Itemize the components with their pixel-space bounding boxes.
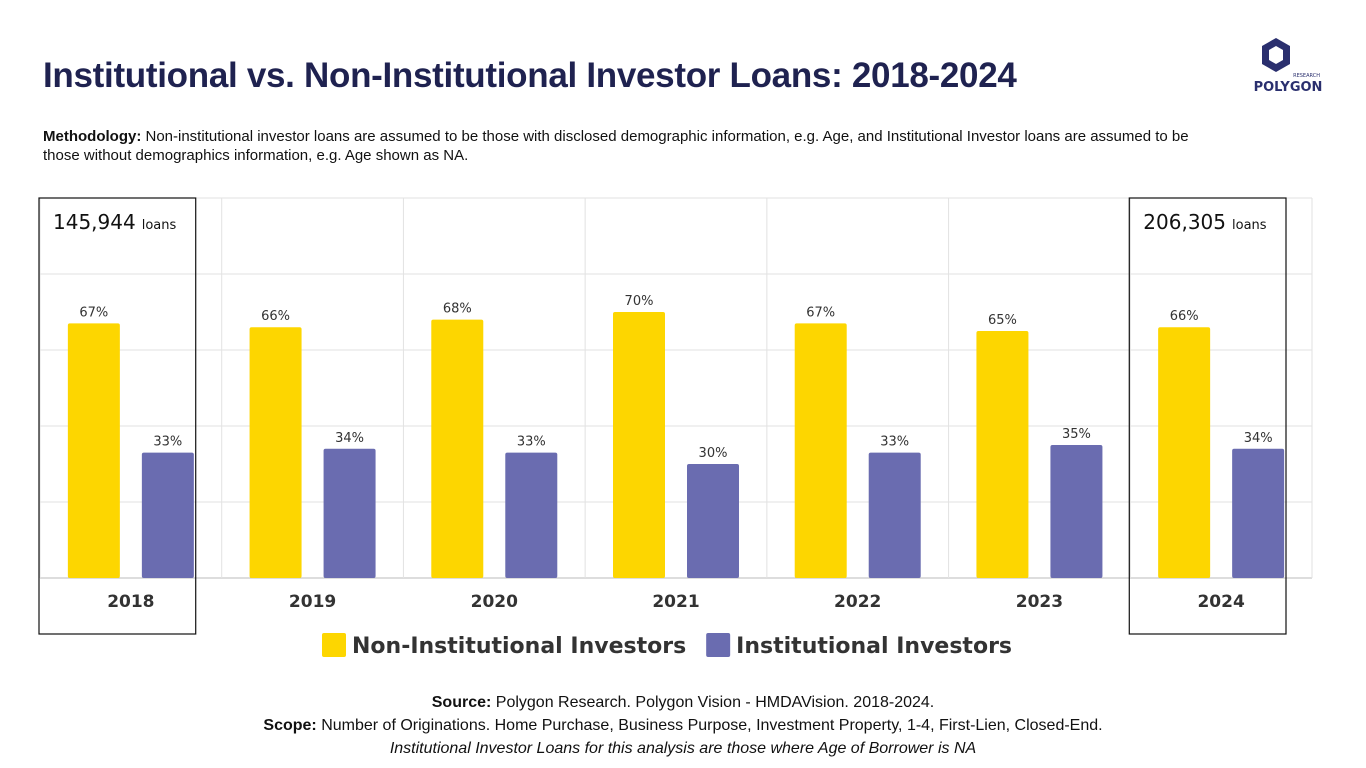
highlight-count: 206,305 loans: [1143, 210, 1266, 234]
value-label: 35%: [1062, 427, 1091, 442]
bar: [1232, 448, 1285, 578]
logo-mark-inner: [1269, 46, 1283, 64]
bar: [249, 327, 302, 578]
source: Source: Polygon Research. Polygon Vision…: [0, 691, 1366, 714]
scope-label: Scope:: [263, 717, 317, 734]
bar: [1050, 445, 1103, 578]
value-label: 33%: [153, 435, 182, 450]
bar: [976, 331, 1029, 578]
bar: [431, 319, 484, 578]
scope: Scope: Number of Originations. Home Purc…: [0, 714, 1366, 737]
bar: [687, 464, 739, 578]
x-tick-label: 2024: [1197, 592, 1244, 612]
x-tick-label: 2023: [1016, 592, 1063, 612]
value-label: 67%: [79, 305, 108, 320]
value-label: 70%: [625, 294, 654, 309]
bar: [323, 448, 376, 578]
logo-tag: RESEARCH: [1293, 73, 1320, 79]
highlight-count-value: 206,305: [1143, 210, 1226, 234]
bar: [505, 452, 558, 578]
bar: [794, 323, 847, 578]
value-label: 34%: [1244, 431, 1273, 446]
legend-label: Non-Institutional Investors: [352, 634, 686, 659]
highlight-box: [38, 197, 197, 635]
value-label: 66%: [261, 309, 290, 324]
x-tick-label: 2018: [107, 592, 154, 612]
x-tick-label: 2019: [289, 592, 336, 612]
logo: RESEARCH POLYGON: [1254, 38, 1323, 95]
footer: Source: Polygon Research. Polygon Vision…: [0, 691, 1366, 760]
bar: [67, 323, 120, 578]
value-label: 65%: [988, 313, 1017, 328]
bar: [1158, 327, 1211, 578]
title: Institutional vs. Non-Institutional Inve…: [43, 56, 1017, 95]
value-label: 67%: [806, 305, 835, 320]
logo-name: POLYGON: [1254, 80, 1323, 95]
x-tick-label: 2022: [834, 592, 881, 612]
value-label: 30%: [699, 446, 728, 461]
legend-swatch: [706, 633, 731, 657]
scope-text: Number of Originations. Home Purchase, B…: [321, 717, 1103, 734]
x-tick-label: 2020: [471, 592, 518, 612]
highlight-count-value: 145,944: [53, 210, 136, 234]
x-tick-label: 2021: [652, 592, 699, 612]
note: Institutional Investor Loans for this an…: [389, 740, 977, 757]
highlight-unit: loans: [142, 218, 177, 233]
highlight-box: [1128, 197, 1287, 635]
methodology: Methodology: Non-institutional investor …: [43, 127, 1223, 165]
methodology-label: Methodology:: [43, 128, 142, 145]
value-label: 33%: [880, 435, 909, 450]
source-label: Source:: [431, 694, 492, 711]
methodology-text: Non-institutional investor loans are ass…: [43, 128, 1189, 164]
highlight-unit: loans: [1232, 218, 1267, 233]
value-label: 68%: [443, 302, 472, 317]
source-text: Polygon Research. Polygon Vision - HMDAV…: [495, 694, 935, 711]
bar: [613, 312, 665, 578]
bar: [868, 452, 921, 578]
value-label: 33%: [517, 435, 546, 450]
legend-swatch: [322, 633, 346, 657]
bar: [141, 452, 194, 578]
legend-label: Institutional Investors: [736, 634, 1012, 659]
highlight-count: 145,944 loans: [53, 210, 176, 234]
value-label: 34%: [335, 431, 364, 446]
value-label: 66%: [1170, 309, 1199, 324]
